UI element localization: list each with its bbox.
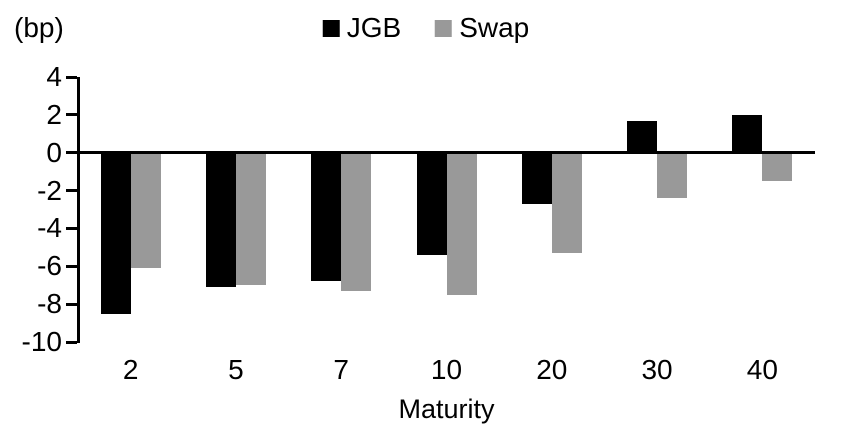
x-tick-label-5: 5 [228, 354, 244, 385]
x-tick-label-20: 20 [536, 354, 568, 385]
jgb-swatch-icon [322, 19, 340, 37]
bar-swap-30 [657, 152, 688, 199]
y-tick-label: -10 [21, 326, 62, 357]
y-tick-label: 4 [46, 61, 62, 92]
y-tick-label: -6 [37, 250, 62, 282]
y-tick-label: 2 [46, 98, 62, 130]
bar-swap-20 [551, 152, 582, 254]
bar-swap-7 [341, 152, 372, 291]
y-tick-mark [66, 189, 77, 193]
x-axis-zero-line [78, 151, 815, 155]
legend-item-swap: Swap [435, 14, 529, 42]
x-tick-label-30: 30 [641, 354, 673, 385]
bar-swap-2 [130, 152, 161, 269]
legend-label-jgb: JGB [346, 12, 402, 43]
bar-jgb-10 [416, 152, 447, 255]
y-tick-mark [66, 151, 77, 155]
y-tick-label: 0 [46, 136, 62, 168]
bar-swap-5 [235, 152, 266, 286]
x-tick-label-40: 40 [746, 354, 778, 385]
bar-jgb-40 [732, 114, 763, 153]
bar-jgb-2 [100, 152, 131, 314]
plot-area [66, 75, 815, 344]
y-tick-mark [66, 340, 77, 344]
y-tick-label: -8 [37, 288, 62, 320]
x-axis-title: Maturity [398, 394, 495, 424]
bar-jgb-30 [627, 120, 658, 153]
x-tick-label-2: 2 [122, 354, 139, 385]
legend-label-swap: Swap [459, 12, 530, 43]
legend-item-jgb: JGB [322, 12, 402, 43]
y-tick-mark [66, 264, 77, 268]
y-tick-label: -2 [37, 174, 62, 206]
legend: JGB Swap [322, 10, 529, 46]
y-tick-mark [66, 75, 77, 79]
bar-swap-10 [446, 152, 477, 295]
y-tick-label: -4 [37, 212, 62, 244]
y-axis-line [77, 77, 80, 343]
bar-jgb-20 [521, 152, 552, 204]
swap-swatch-icon [435, 19, 453, 37]
y-tick-mark [66, 113, 77, 117]
bar-swap-40 [762, 152, 793, 182]
x-tick-label-7: 7 [333, 354, 349, 385]
bar-jgb-7 [311, 152, 342, 282]
bar-jgb-5 [205, 152, 236, 288]
x-tick-label-10: 10 [430, 354, 463, 385]
y-axis-unit-label: (bp) [14, 12, 64, 43]
y-tick-mark [66, 226, 77, 230]
y-tick-mark [66, 302, 77, 306]
